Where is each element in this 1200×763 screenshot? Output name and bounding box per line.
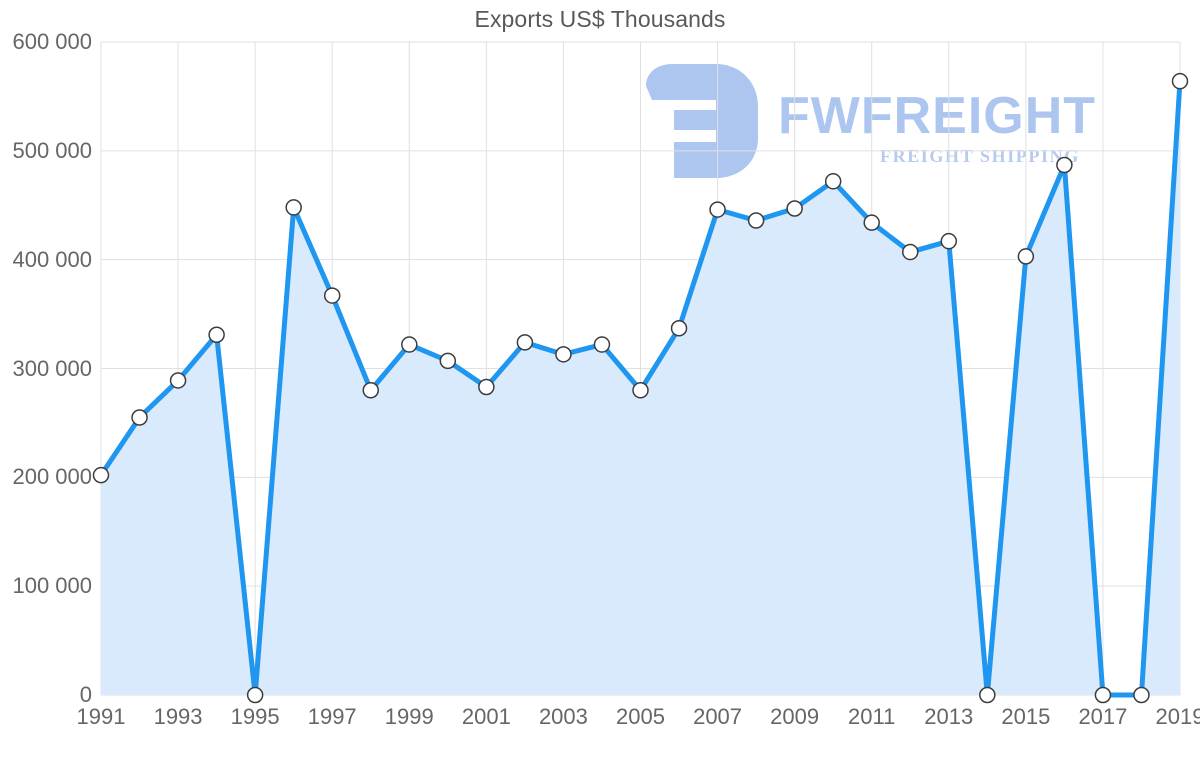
data-point-marker[interactable] <box>940 232 958 250</box>
data-point-marker[interactable] <box>824 173 842 190</box>
y-axis-tick-label: 100 000 <box>12 573 92 599</box>
data-point-marker[interactable] <box>439 352 457 370</box>
x-axis-tick-label: 1991 <box>76 704 126 729</box>
data-point-marker[interactable] <box>709 201 726 218</box>
y-axis-tick-label: 300 000 <box>12 355 92 381</box>
data-point-marker[interactable] <box>285 199 302 216</box>
data-point-marker[interactable] <box>478 378 495 396</box>
x-axis-tick-label: 2013 <box>924 704 974 729</box>
data-point-marker[interactable] <box>208 326 225 344</box>
data-point-marker[interactable] <box>169 372 187 389</box>
area-fill <box>101 81 1180 696</box>
chart-title: Exports US$ Thousands <box>474 6 726 32</box>
data-point-marker[interactable] <box>786 200 803 217</box>
data-point-marker[interactable] <box>979 686 996 704</box>
x-axis-tick-label: 2011 <box>848 704 896 729</box>
data-point-marker[interactable] <box>92 466 110 484</box>
data-point-marker[interactable] <box>401 336 418 353</box>
data-point-marker[interactable] <box>863 214 880 231</box>
y-axis-tick-label: 600 000 <box>12 29 92 54</box>
data-point-marker[interactable] <box>1017 248 1035 265</box>
data-point-marker[interactable] <box>362 382 379 399</box>
data-point-marker[interactable] <box>902 243 919 261</box>
data-point-marker[interactable] <box>516 334 534 351</box>
y-axis-tick-label: 200 000 <box>12 464 92 490</box>
x-axis-tick-label: 2017 <box>1078 704 1128 729</box>
x-axis-tick-label: 2009 <box>770 704 820 729</box>
x-axis-tick-label: 1993 <box>153 704 203 729</box>
data-point-marker[interactable] <box>747 212 765 229</box>
x-axis-tick-label: 1997 <box>307 704 357 729</box>
data-point-marker[interactable] <box>1094 686 1112 704</box>
x-axis-tick-label: 1995 <box>230 704 280 729</box>
y-axis-tick-label: 500 000 <box>12 137 92 163</box>
data-point-marker[interactable] <box>555 346 572 363</box>
data-point-marker[interactable] <box>1133 686 1150 704</box>
x-axis-tick-label: 2005 <box>616 704 665 729</box>
data-point-marker[interactable] <box>1171 72 1189 90</box>
data-point-marker[interactable] <box>632 382 649 399</box>
data-point-marker[interactable] <box>246 686 264 704</box>
x-axis-tick-label: 2019 <box>1155 704 1200 729</box>
data-point-marker[interactable] <box>131 409 148 426</box>
x-axis-tick-label: 1999 <box>384 704 434 729</box>
data-point-markers <box>92 72 1189 704</box>
x-axis-tick-label: 2015 <box>1001 704 1051 729</box>
data-point-marker[interactable] <box>593 336 611 353</box>
x-axis-tick-label: 2003 <box>538 704 588 729</box>
x-axis-tick-label: 2001 <box>461 704 511 729</box>
data-point-marker[interactable] <box>323 287 341 304</box>
y-axis-tick-label: 0 <box>79 682 92 707</box>
data-point-marker[interactable] <box>1056 156 1073 174</box>
data-point-marker[interactable] <box>670 319 688 337</box>
y-axis-tick-label: 400 000 <box>12 246 92 272</box>
x-axis-tick-label: 2007 <box>693 704 743 729</box>
